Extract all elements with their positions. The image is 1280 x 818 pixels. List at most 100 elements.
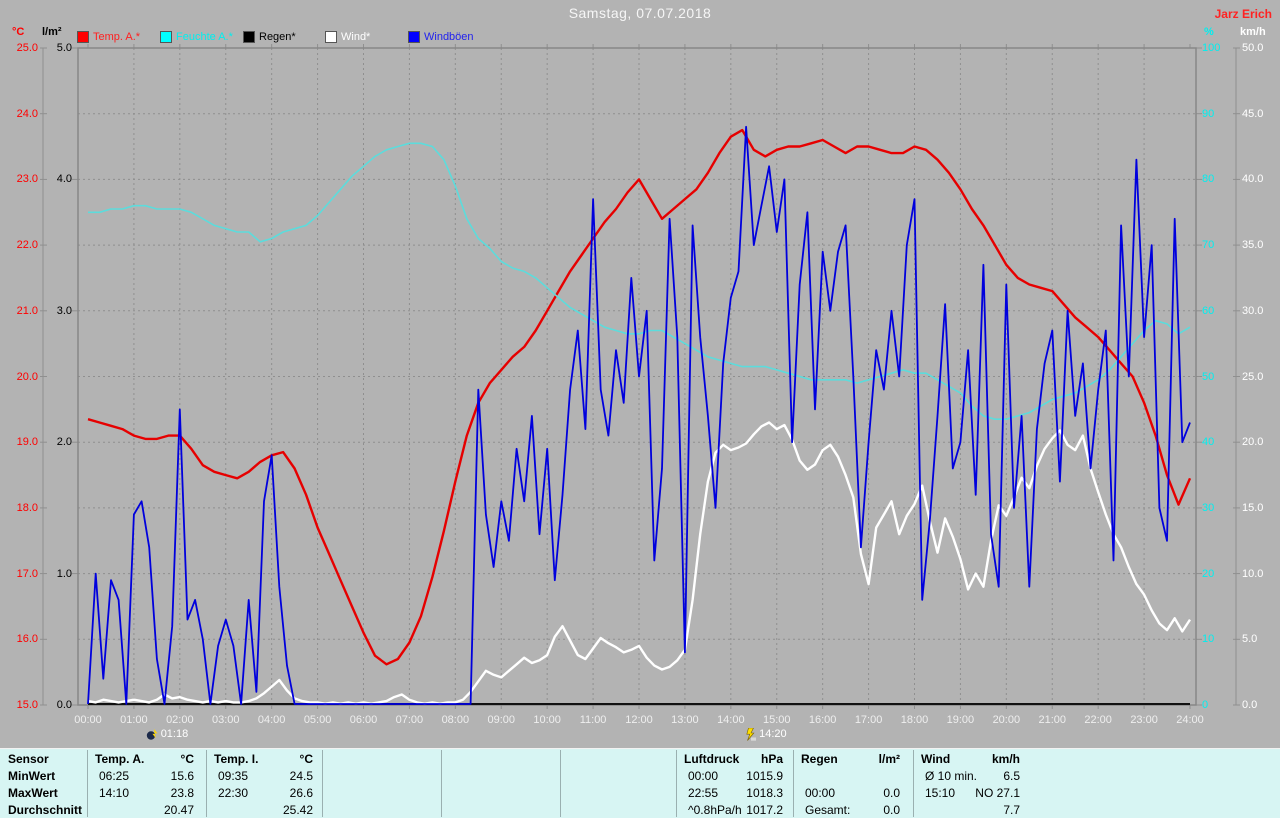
- x-axis-label-1: 01:00: [120, 714, 148, 726]
- temp-axis-tick-label: 25.0: [16, 42, 38, 54]
- x-axis-label-0: 00:00: [74, 714, 102, 726]
- legend-item-5[interactable]: Windböen: [408, 31, 474, 43]
- legend-label: Feuchte A.*: [176, 31, 233, 43]
- wind-axis-tick-label: 50.0: [1242, 42, 1264, 54]
- legend-swatch-icon: [325, 31, 337, 43]
- table-col-unit: °C: [299, 752, 313, 766]
- table-divider: [441, 750, 442, 817]
- table-cell-value: 7.7: [1003, 803, 1020, 817]
- table-cell-value: 26.6: [289, 786, 313, 800]
- table-col-header: Wind: [921, 752, 951, 766]
- rain-axis-tick-label: 3.0: [56, 304, 72, 317]
- humidity-axis-tick-label: 100: [1202, 42, 1221, 54]
- legend-swatch-icon: [77, 31, 89, 43]
- table-divider: [793, 750, 794, 817]
- table-cell-time: 06:25: [99, 769, 130, 783]
- axis-unit-temp: °C: [12, 26, 25, 38]
- table-divider: [560, 750, 561, 817]
- x-axis-label-14: 14:00: [717, 714, 745, 726]
- x-axis-label-11: 11:00: [579, 714, 607, 726]
- watermark-author: Jarz Erich: [1214, 7, 1272, 21]
- table-divider: [206, 750, 207, 817]
- table-cell-time: 15:10: [925, 786, 956, 800]
- series-windb-en: [87, 125, 1191, 705]
- rain-axis-tick-label: 2.0: [56, 436, 72, 449]
- humidity-axis-tick-label: 40: [1202, 436, 1215, 449]
- event-marker-time: 14:20: [759, 728, 787, 740]
- legend-item-3[interactable]: Regen*: [243, 31, 296, 43]
- x-axis-label-13: 13:00: [671, 714, 699, 726]
- humidity-axis-tick-label: 10: [1202, 633, 1215, 646]
- table-row-label: Sensor: [8, 752, 49, 766]
- table-cell-time: Gesamt:: [805, 803, 851, 817]
- table-cell-value: 25.42: [282, 803, 313, 817]
- x-axis-label-15: 15:00: [762, 714, 791, 726]
- axis-unit-rain: l/m²: [42, 26, 62, 38]
- x-axis-label-2: 02:00: [166, 714, 194, 726]
- chart-plot-area[interactable]: [0, 0, 1280, 748]
- table-cell-time: 00:00: [805, 786, 836, 800]
- table-cell-time: 00:00: [688, 769, 719, 783]
- axis-unit-wind: km/h: [1240, 26, 1266, 38]
- table-col-header: Temp. I.: [214, 752, 259, 766]
- legend-swatch-icon: [408, 31, 420, 43]
- event-marker-1420: 14:20: [744, 727, 787, 741]
- legend-item-2[interactable]: Feuchte A.*: [160, 31, 233, 43]
- table-cell-value: 0.0: [883, 803, 900, 817]
- legend-swatch-icon: [160, 31, 172, 43]
- series-wind: [87, 421, 1192, 705]
- table-col-unit: hPa: [760, 752, 783, 766]
- table-row-label: MaxWert: [8, 786, 58, 800]
- table-cell-value: NO 27.1: [975, 786, 1020, 800]
- legend-item-4[interactable]: Wind*: [325, 31, 370, 43]
- temp-axis-tick-label: 15.0: [16, 699, 38, 711]
- temp-axis-tick-label: 16.0: [16, 633, 38, 646]
- x-axis-label-24: 24:00: [1176, 714, 1204, 726]
- wind-axis-tick-label: 40.0: [1242, 173, 1264, 186]
- wind-axis-tick-label: 30.0: [1242, 304, 1264, 317]
- event-marker-time: 01:18: [160, 728, 189, 740]
- x-axis-label-19: 19:00: [946, 714, 975, 726]
- summary-table: Sensor MinWert MaxWert Durchschnitt Temp. A.…: [0, 748, 1280, 818]
- temp-axis-tick-label: 18.0: [16, 501, 38, 514]
- temp-axis-tick-label: 21.0: [16, 304, 38, 317]
- x-axis-label-7: 07:00: [395, 714, 424, 726]
- temp-axis-tick-label: 17.0: [16, 567, 38, 580]
- table-cell-value: 1017.2: [746, 803, 783, 817]
- table-col-unit: km/h: [991, 752, 1020, 766]
- table-col-header: Regen: [801, 752, 838, 766]
- table-cell-value: 0.0: [883, 786, 900, 800]
- temp-axis-tick-label: 19.0: [16, 436, 38, 449]
- x-axis-label-6: 06:00: [349, 714, 378, 726]
- table-cell-value: 6.5: [1003, 769, 1020, 783]
- humidity-axis-tick-label: 20: [1202, 567, 1215, 580]
- wind-axis-tick-label: 15.0: [1242, 501, 1264, 514]
- table-col-header: Temp. A.: [95, 752, 145, 766]
- legend-label: Wind*: [341, 31, 371, 43]
- humidity-axis-tick-label: 70: [1202, 239, 1215, 252]
- wind-axis-tick-label: 5.0: [1242, 633, 1258, 646]
- table-cell-value: 20.47: [163, 803, 194, 817]
- table-cell-value: 24.5: [289, 769, 313, 783]
- rain-axis-tick-label: 0.0: [56, 699, 72, 711]
- rain-axis-tick-label: 1.0: [56, 567, 72, 580]
- temp-axis-tick-label: 22.0: [16, 239, 38, 252]
- table-cell-value: 23.8: [170, 786, 194, 800]
- table-row-label: MinWert: [8, 769, 56, 783]
- legend-swatch-icon: [243, 31, 255, 43]
- table-col-unit: °C: [180, 752, 194, 766]
- legend-label: Regen*: [259, 31, 296, 43]
- moon-bolt-icon: [146, 728, 158, 740]
- x-axis-label-23: 23:00: [1130, 714, 1158, 726]
- x-axis-label-12: 12:00: [625, 714, 653, 726]
- humidity-axis-tick-label: 50: [1202, 370, 1215, 383]
- x-axis-label-4: 04:00: [257, 714, 286, 726]
- x-axis-label-22: 22:00: [1084, 714, 1112, 726]
- wind-axis-tick-label: 0.0: [1242, 699, 1258, 711]
- legend-item-1[interactable]: Temp. A.*: [77, 31, 140, 43]
- legend-label: Temp. A.*: [93, 31, 141, 43]
- table-cell-time: 22:55: [688, 786, 719, 800]
- event-marker-0118: 01:18: [146, 727, 189, 741]
- rain-axis-tick-label: 4.0: [56, 173, 72, 186]
